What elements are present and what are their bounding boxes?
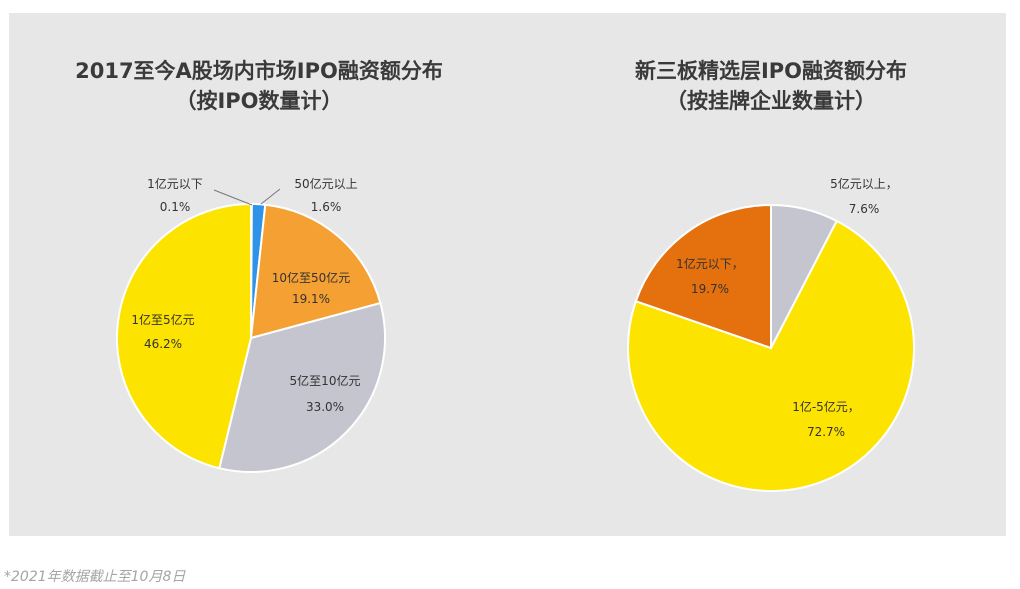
left-pie-slice-2 bbox=[249, 203, 382, 340]
chart-right-subtitle: （按挂牌企业数量计） bbox=[666, 89, 876, 113]
pie-left bbox=[116, 202, 386, 473]
leader-line-above-50yi bbox=[260, 188, 281, 205]
left-pie-slice-4 bbox=[116, 202, 252, 470]
chart-right-title: 新三板精选层IPO融资额分布 （按挂牌企业数量计） bbox=[571, 56, 971, 116]
right-value-above-5yi: 7.6% bbox=[849, 202, 880, 216]
left-value-below-1yi: 0.1% bbox=[160, 200, 191, 214]
left-value-above-50yi: 1.6% bbox=[311, 200, 342, 214]
left-pie-slice-3 bbox=[218, 301, 386, 473]
left-label-1-5yi: 1亿至5亿元 bbox=[131, 312, 194, 327]
right-label-1-5yi: 1亿-5亿元， bbox=[792, 399, 860, 414]
right-label-above-5yi: 5亿元以上， bbox=[830, 176, 898, 191]
right-value-below-1yi: 19.7% bbox=[691, 282, 729, 296]
right-label-below-1yi: 1亿元以下， bbox=[676, 256, 744, 271]
left-label-below-1yi: 1亿元以下 bbox=[147, 176, 203, 191]
right-value-1-5yi: 72.7% bbox=[807, 425, 845, 439]
chart-left-title-line1: 2017至今A股场内市场IPO融资额分布 bbox=[75, 59, 443, 83]
right-pie-slice-2 bbox=[634, 203, 772, 350]
footnote: *2021年数据截止至10月8日 bbox=[4, 569, 186, 585]
left-label-above-50yi: 50亿元以上 bbox=[294, 176, 357, 191]
left-value-5-10yi: 33.0% bbox=[306, 400, 344, 414]
left-label-5-10yi: 5亿至10亿元 bbox=[290, 373, 361, 388]
right-pie-slice-1 bbox=[627, 219, 915, 492]
pie-right bbox=[627, 203, 915, 492]
left-value-10-50yi: 19.1% bbox=[292, 292, 330, 306]
leader-line-below-1yi bbox=[213, 189, 253, 206]
left-label-10-50yi: 10亿至50亿元 bbox=[272, 270, 351, 285]
chart-left-subtitle: （按IPO数量计） bbox=[175, 89, 343, 113]
chart-right-title-line1: 新三板精选层IPO融资额分布 bbox=[634, 59, 908, 83]
chart-left-title: 2017至今A股场内市场IPO融资额分布 （按IPO数量计） bbox=[59, 56, 459, 116]
left-value-1-5yi: 46.2% bbox=[144, 337, 182, 351]
